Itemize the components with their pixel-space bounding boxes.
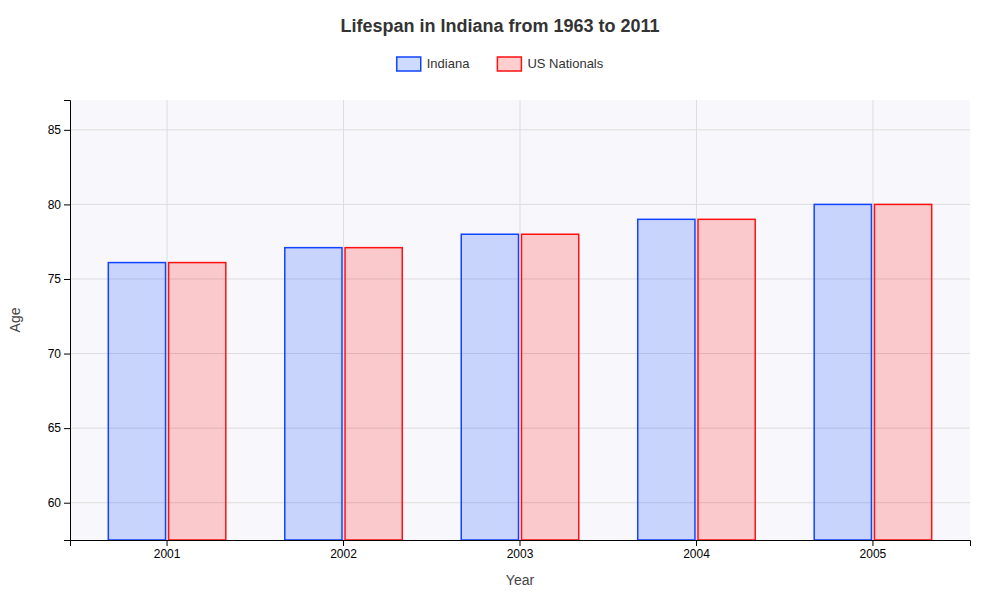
axis-line [71,541,971,547]
grid-line [167,100,168,540]
tick: 2003 [507,540,534,561]
grid-line [520,100,521,540]
tick-label: 2004 [683,547,710,561]
tick-label: 2002 [330,547,357,561]
bar [345,248,402,540]
tick: 60 [48,496,70,510]
legend-swatch [497,57,521,71]
tick-label: 70 [48,347,62,361]
legend-label: US Nationals [527,56,603,71]
tick-label: 2003 [507,547,534,561]
bar [638,219,695,540]
legend-item: US Nationals [497,56,603,71]
bar [461,234,518,540]
plot: 60 65 70 75 80 85 2001 2002 2003 2004 2005 [48,100,971,561]
tick: 70 [48,347,70,361]
legend: Indiana US Nationals [397,56,604,71]
plot-background [70,100,970,540]
tick: 85 [48,123,70,137]
tick: 2004 [683,540,710,561]
tick-mark [343,540,344,546]
tick: 65 [48,421,70,435]
bar [874,204,931,540]
bar [814,204,871,540]
tick: 2001 [154,540,181,561]
tick-label: 75 [48,272,62,286]
bar [169,263,226,540]
bar [522,234,579,540]
legend-swatch [397,57,421,71]
legend-item: Indiana [397,56,470,71]
tick-label: 65 [48,421,62,435]
tick-mark [872,540,873,546]
chart: Lifespan in Indiana from 1963 to 2011606… [0,0,1000,600]
tick: 2005 [860,540,887,561]
tick: 80 [48,198,70,212]
tick-mark [167,540,168,546]
tick-mark [64,503,70,504]
title: Lifespan in Indiana from 1963 to 2011 [340,16,659,36]
grid-line [696,100,697,540]
bar [108,263,165,540]
y-axis-title: Age [7,307,23,332]
tick: 2002 [330,540,357,561]
tick-label: 60 [48,496,62,510]
axis-line [64,101,71,541]
legend-label: Indiana [427,56,470,71]
tick-label: 85 [48,123,62,137]
tick-mark [520,540,521,546]
grid [70,100,970,540]
tick-mark [64,204,70,205]
tick-mark [696,540,697,546]
x-axis: 2001 2002 2003 2004 2005 [71,540,971,561]
y-axis: 60 65 70 75 80 85 [48,101,71,541]
tick: 75 [48,272,70,286]
tick-label: 2001 [154,547,181,561]
bar [698,219,755,540]
tick-label: 80 [48,198,62,212]
grid-line [872,100,873,540]
tick-label: 2005 [860,547,887,561]
bars [108,204,931,540]
x-axis-title: Year [506,572,535,588]
tick-mark [64,279,70,280]
grid-line [343,100,344,540]
tick-mark [64,130,70,131]
tick-mark [64,428,70,429]
bar [285,248,342,540]
tick-mark [64,354,70,355]
